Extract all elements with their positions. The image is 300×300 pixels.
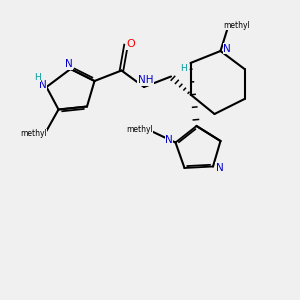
Text: methyl: methyl <box>126 124 153 134</box>
Text: methyl: methyl <box>20 129 47 138</box>
Text: H: H <box>34 73 41 82</box>
Text: N: N <box>65 59 73 69</box>
Text: H: H <box>181 64 187 73</box>
Text: N: N <box>216 163 224 173</box>
Text: methyl: methyl <box>223 21 250 30</box>
Text: N: N <box>165 135 173 145</box>
Text: N: N <box>39 80 47 90</box>
Text: NH: NH <box>138 75 153 85</box>
Text: N: N <box>223 44 231 54</box>
Text: O: O <box>126 39 135 50</box>
